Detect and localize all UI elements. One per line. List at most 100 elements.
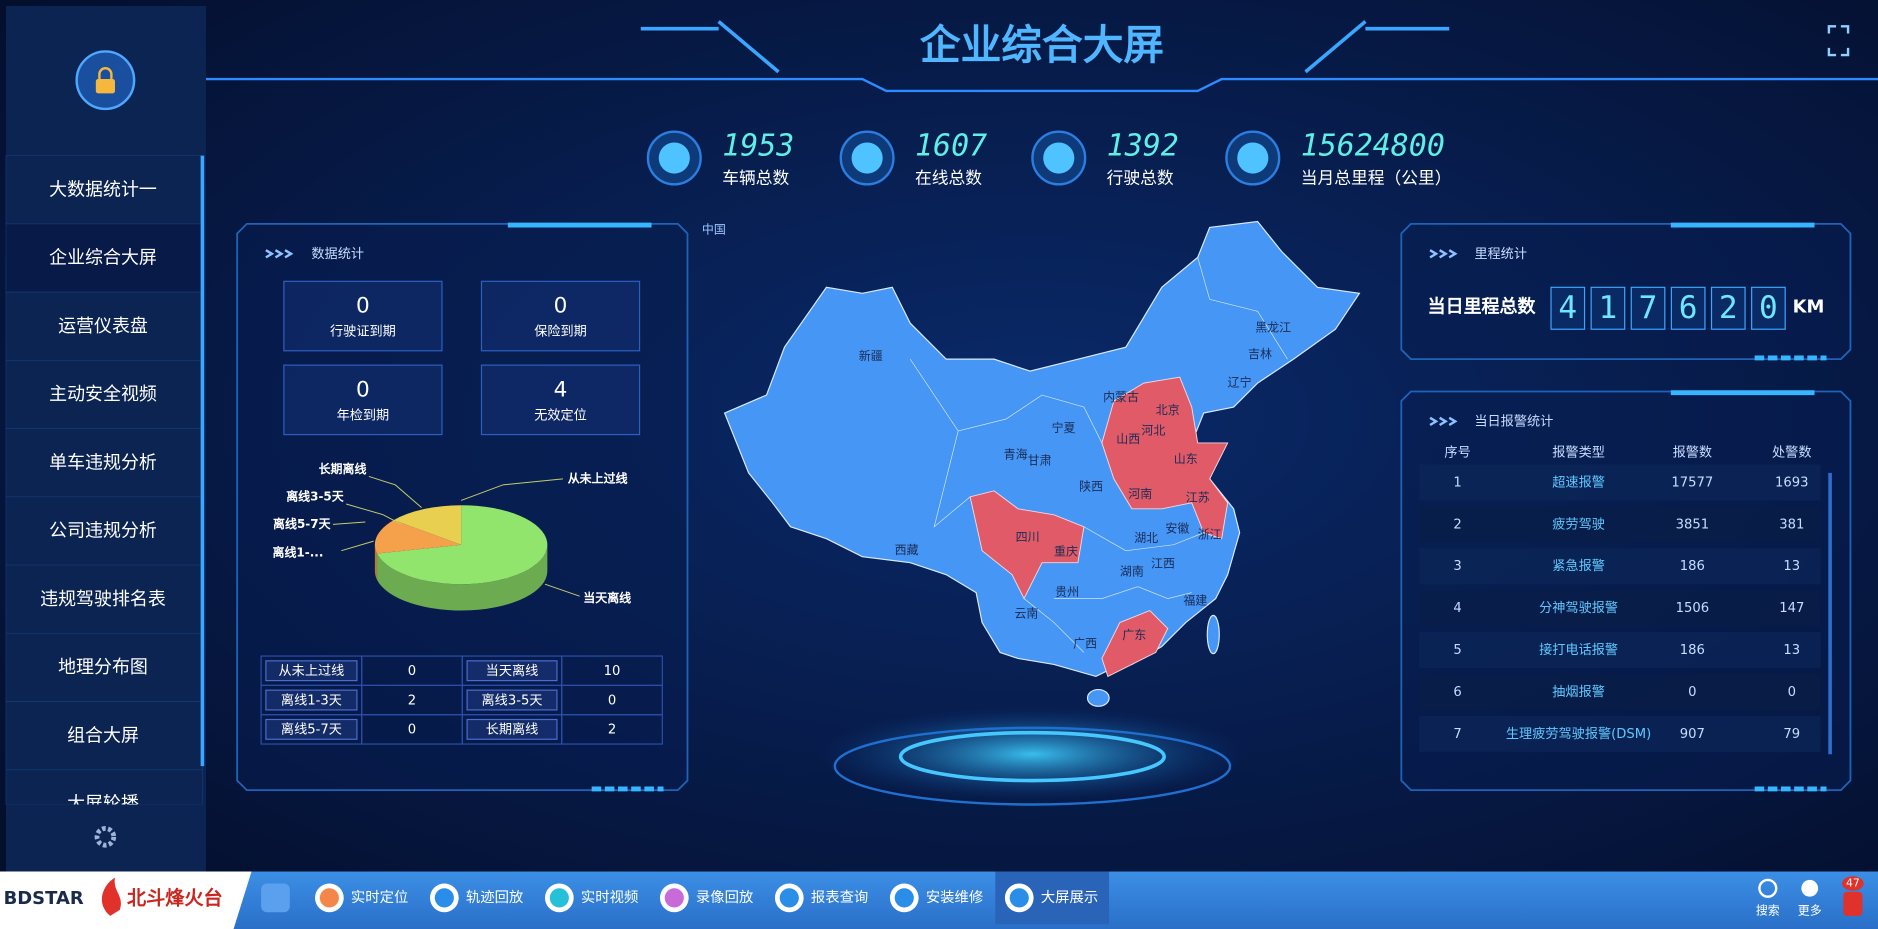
alarm-cell: 13 <box>1783 643 1800 658</box>
alarm-cell: 147 <box>1779 601 1804 616</box>
sidebar-item[interactable] <box>5 223 203 293</box>
map-label: 湖南 <box>1120 564 1144 579</box>
taskbar-item-icon-core[interactable] <box>664 888 684 908</box>
alarm-cell: 79 <box>1783 727 1800 742</box>
taskbar-item-label[interactable]: 实时视频 <box>581 889 638 906</box>
pie-label: 离线3-5天 <box>286 488 345 503</box>
stat-card <box>480 280 641 352</box>
sidebar-item[interactable] <box>5 428 203 498</box>
taskbar-item-icon-core[interactable] <box>549 888 569 908</box>
sidebar-item[interactable] <box>5 496 203 566</box>
alarm-row <box>1419 506 1821 543</box>
sidebar-item[interactable] <box>5 155 203 225</box>
mileage-digit: 6 <box>1679 290 1698 326</box>
taskbar-item-icon-core[interactable] <box>894 888 914 908</box>
taskbar-item-icon-core[interactable] <box>1009 888 1029 908</box>
sidebar-item-label[interactable]: 组合大屏 <box>67 725 139 746</box>
summary-label: 行驶总数 <box>1107 167 1174 187</box>
stat-card <box>480 364 641 436</box>
map-label: 山西 <box>1116 432 1140 446</box>
lock-icon <box>98 67 113 80</box>
more-label[interactable]: 更多 <box>1798 904 1822 918</box>
map-label: 新疆 <box>859 348 883 363</box>
summary-icon-core <box>658 142 690 174</box>
map-taiwan <box>1206 614 1220 655</box>
mileage-digit: 0 <box>1759 290 1778 326</box>
settings-button[interactable] <box>94 826 117 848</box>
alarm-icon[interactable] <box>1843 891 1863 916</box>
map-label: 陕西 <box>1079 479 1103 494</box>
map-label: 浙江 <box>1198 528 1222 542</box>
pie-leader <box>346 503 402 525</box>
taskbar-item-label[interactable]: 录像回放 <box>696 889 753 906</box>
badge-count: 47 <box>1846 877 1860 890</box>
summary-label: 车辆总数 <box>722 167 789 187</box>
alarm-row <box>1419 590 1821 627</box>
sidebar-item[interactable] <box>5 291 203 361</box>
mileage-digit: 2 <box>1719 290 1738 326</box>
stat-card-label: 年检到期 <box>337 407 390 423</box>
search-icon[interactable] <box>1758 878 1778 898</box>
alarm-cell: 186 <box>1680 559 1705 574</box>
alarm-cell: 超速报警 <box>1552 474 1605 490</box>
alarm-column-header: 报警数 <box>1673 445 1712 461</box>
table-label-box <box>466 689 558 711</box>
taskbar-item-icon-core[interactable] <box>779 888 799 908</box>
alarm-cell: 7 <box>1453 727 1461 742</box>
taskbar-item-icon-core[interactable] <box>434 888 454 908</box>
pie-slice-side <box>377 544 548 611</box>
stat-card-label: 行驶证到期 <box>330 324 396 340</box>
map-label: 内蒙古 <box>1103 389 1139 404</box>
alarm-cell: 186 <box>1680 643 1705 658</box>
table-label-box <box>265 660 358 682</box>
map-highlight <box>1101 609 1169 678</box>
sidebar-item[interactable] <box>5 701 203 771</box>
alarm-row <box>1419 632 1821 669</box>
map-label: 重庆 <box>1054 544 1078 558</box>
sidebar-item-label[interactable]: 违规驾驶排名表 <box>40 589 166 610</box>
search-label[interactable]: 搜索 <box>1756 903 1780 918</box>
sidebar-item-label[interactable]: 运营仪表盘 <box>58 316 148 337</box>
taskbar-item-label[interactable]: 轨迹回放 <box>466 889 523 906</box>
summary-label: 当月总里程（公里） <box>1301 167 1452 187</box>
taskbar-item-label[interactable]: 实时定位 <box>351 889 408 906</box>
title-icon <box>265 249 294 259</box>
mileage-digit-box <box>1550 286 1586 330</box>
stat-card-label: 无效定位 <box>534 407 587 423</box>
sidebar-item-label[interactable]: 单车违规分析 <box>49 452 157 473</box>
map-label: 河北 <box>1141 423 1165 437</box>
sidebar-item[interactable] <box>5 564 203 634</box>
mileage-digit: 1 <box>1599 290 1618 326</box>
sidebar-item-label[interactable]: 大数据统计一 <box>49 179 157 200</box>
fullscreen-button[interactable] <box>1827 25 1850 57</box>
mileage-digit-box <box>1590 286 1626 330</box>
mileage-unit: KM <box>1793 297 1825 318</box>
map-label: 广西 <box>1073 637 1097 651</box>
taskbar-item-label[interactable]: 报表查询 <box>811 889 868 906</box>
apps-button[interactable] <box>261 883 290 913</box>
alarm-cell: 6 <box>1453 685 1461 700</box>
sidebar-item-label[interactable]: 企业综合大屏 <box>49 248 157 269</box>
alarm-cell: 3851 <box>1676 517 1709 532</box>
sidebar-item[interactable] <box>5 632 203 702</box>
taskbar-item-label[interactable]: 安装维修 <box>926 889 983 906</box>
alarm-row <box>1419 674 1821 710</box>
sidebar-item[interactable] <box>5 769 203 805</box>
stat-card <box>283 364 443 436</box>
summary-value: 1953 <box>722 129 794 164</box>
taskbar-item-label[interactable]: 大屏展示 <box>1041 889 1098 906</box>
sidebar-item-label[interactable]: 主动安全视频 <box>49 384 157 405</box>
sidebar-item-label[interactable]: 公司违规分析 <box>49 521 157 542</box>
pie-slice <box>374 520 462 554</box>
alarm-cell: 4 <box>1453 601 1461 616</box>
taskbar-item-icon-core[interactable] <box>319 888 339 908</box>
stat-card-value: 0 <box>554 293 568 318</box>
pie-label: 当天离线 <box>583 590 631 605</box>
mileage-digit-box <box>1630 286 1666 330</box>
more-icon[interactable] <box>1801 879 1819 897</box>
table-cell <box>561 714 663 745</box>
sidebar-item-label[interactable]: 地理分布图 <box>58 657 148 678</box>
pedestal-ring <box>833 726 1232 806</box>
map-label: 北京 <box>1156 403 1180 417</box>
